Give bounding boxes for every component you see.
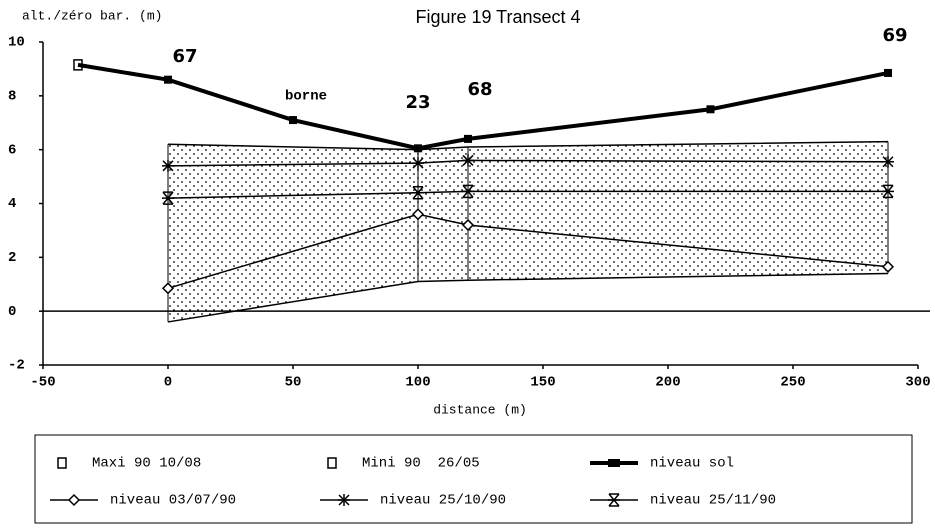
marker — [338, 494, 350, 506]
annotation: 68 — [467, 79, 492, 100]
marker — [412, 185, 424, 200]
series-line — [77, 62, 889, 151]
series-line — [167, 140, 889, 151]
marker — [162, 191, 174, 205]
band-fill — [168, 141, 888, 322]
x-tick-label: 150 — [530, 375, 555, 391]
marker — [164, 75, 172, 84]
legend-label: Maxi 90 10/08 — [92, 456, 201, 472]
y-tick-label: 0 — [8, 304, 16, 320]
annotation: 69 — [882, 25, 907, 46]
marker — [608, 493, 620, 507]
legend-label: niveau 25/10/90 — [380, 493, 506, 509]
x-tick-label: 50 — [285, 375, 302, 391]
marker — [161, 282, 175, 295]
legend-label: Mini 90 26/05 — [362, 456, 480, 472]
marker-shape — [884, 68, 892, 77]
y-tick-label: 10 — [8, 35, 25, 51]
y-tick-label: 2 — [8, 250, 16, 266]
marker-shape — [57, 457, 67, 469]
y-tick-label: 8 — [8, 89, 16, 105]
marker — [882, 184, 894, 199]
marker-shape — [464, 134, 472, 143]
marker — [412, 157, 424, 170]
marker — [162, 159, 174, 172]
series-line — [167, 159, 889, 167]
marker — [461, 218, 475, 232]
series-line — [167, 272, 889, 323]
legend-box — [34, 434, 913, 524]
marker-shape — [67, 493, 81, 507]
y-tick-label: 6 — [8, 142, 16, 158]
marker — [464, 134, 472, 143]
series-line — [167, 213, 889, 290]
marker — [881, 260, 895, 273]
marker-shape — [411, 208, 425, 221]
annotation: 67 — [172, 46, 197, 67]
x-tick-label: 300 — [905, 375, 930, 391]
x-axis-label: distance (m) — [433, 402, 527, 417]
legend-label: niveau 03/07/90 — [110, 493, 236, 509]
legend-symbol — [608, 459, 620, 467]
x-tick-label: 200 — [655, 375, 680, 391]
marker — [73, 59, 83, 71]
y-tick-label: -2 — [8, 358, 25, 374]
legend-symbol — [57, 457, 67, 469]
marker — [462, 184, 474, 199]
legend-label: niveau sol — [650, 456, 734, 472]
marker — [882, 155, 894, 168]
marker-shape — [461, 218, 475, 232]
legend-symbol — [327, 457, 337, 469]
y-tick-label: 4 — [8, 196, 16, 212]
marker — [411, 208, 425, 221]
marker — [462, 154, 474, 167]
marker-shape — [327, 457, 337, 469]
y-axis-label: alt./zéro bar. (m) — [22, 8, 162, 23]
marker-shape — [881, 260, 895, 273]
x-tick-label: -50 — [30, 375, 55, 391]
x-tick-label: 100 — [405, 375, 430, 391]
legend-label: niveau 25/11/90 — [650, 493, 776, 509]
marker-shape — [73, 59, 83, 71]
x-tick-label: 0 — [164, 375, 172, 391]
marker — [414, 144, 422, 153]
marker-shape — [289, 116, 297, 125]
annotation: 23 — [405, 92, 430, 113]
marker-shape — [706, 105, 715, 114]
x-tick-label: 250 — [780, 375, 805, 391]
series-line — [167, 190, 888, 199]
chart-title: Figure 19 Transect 4 — [415, 7, 580, 27]
marker — [289, 116, 297, 125]
marker — [884, 68, 892, 77]
marker — [67, 493, 81, 507]
marker-shape — [414, 144, 422, 153]
marker — [706, 105, 715, 114]
marker-shape — [164, 75, 172, 84]
marker-shape — [161, 282, 175, 295]
annotation: borne — [285, 89, 327, 105]
